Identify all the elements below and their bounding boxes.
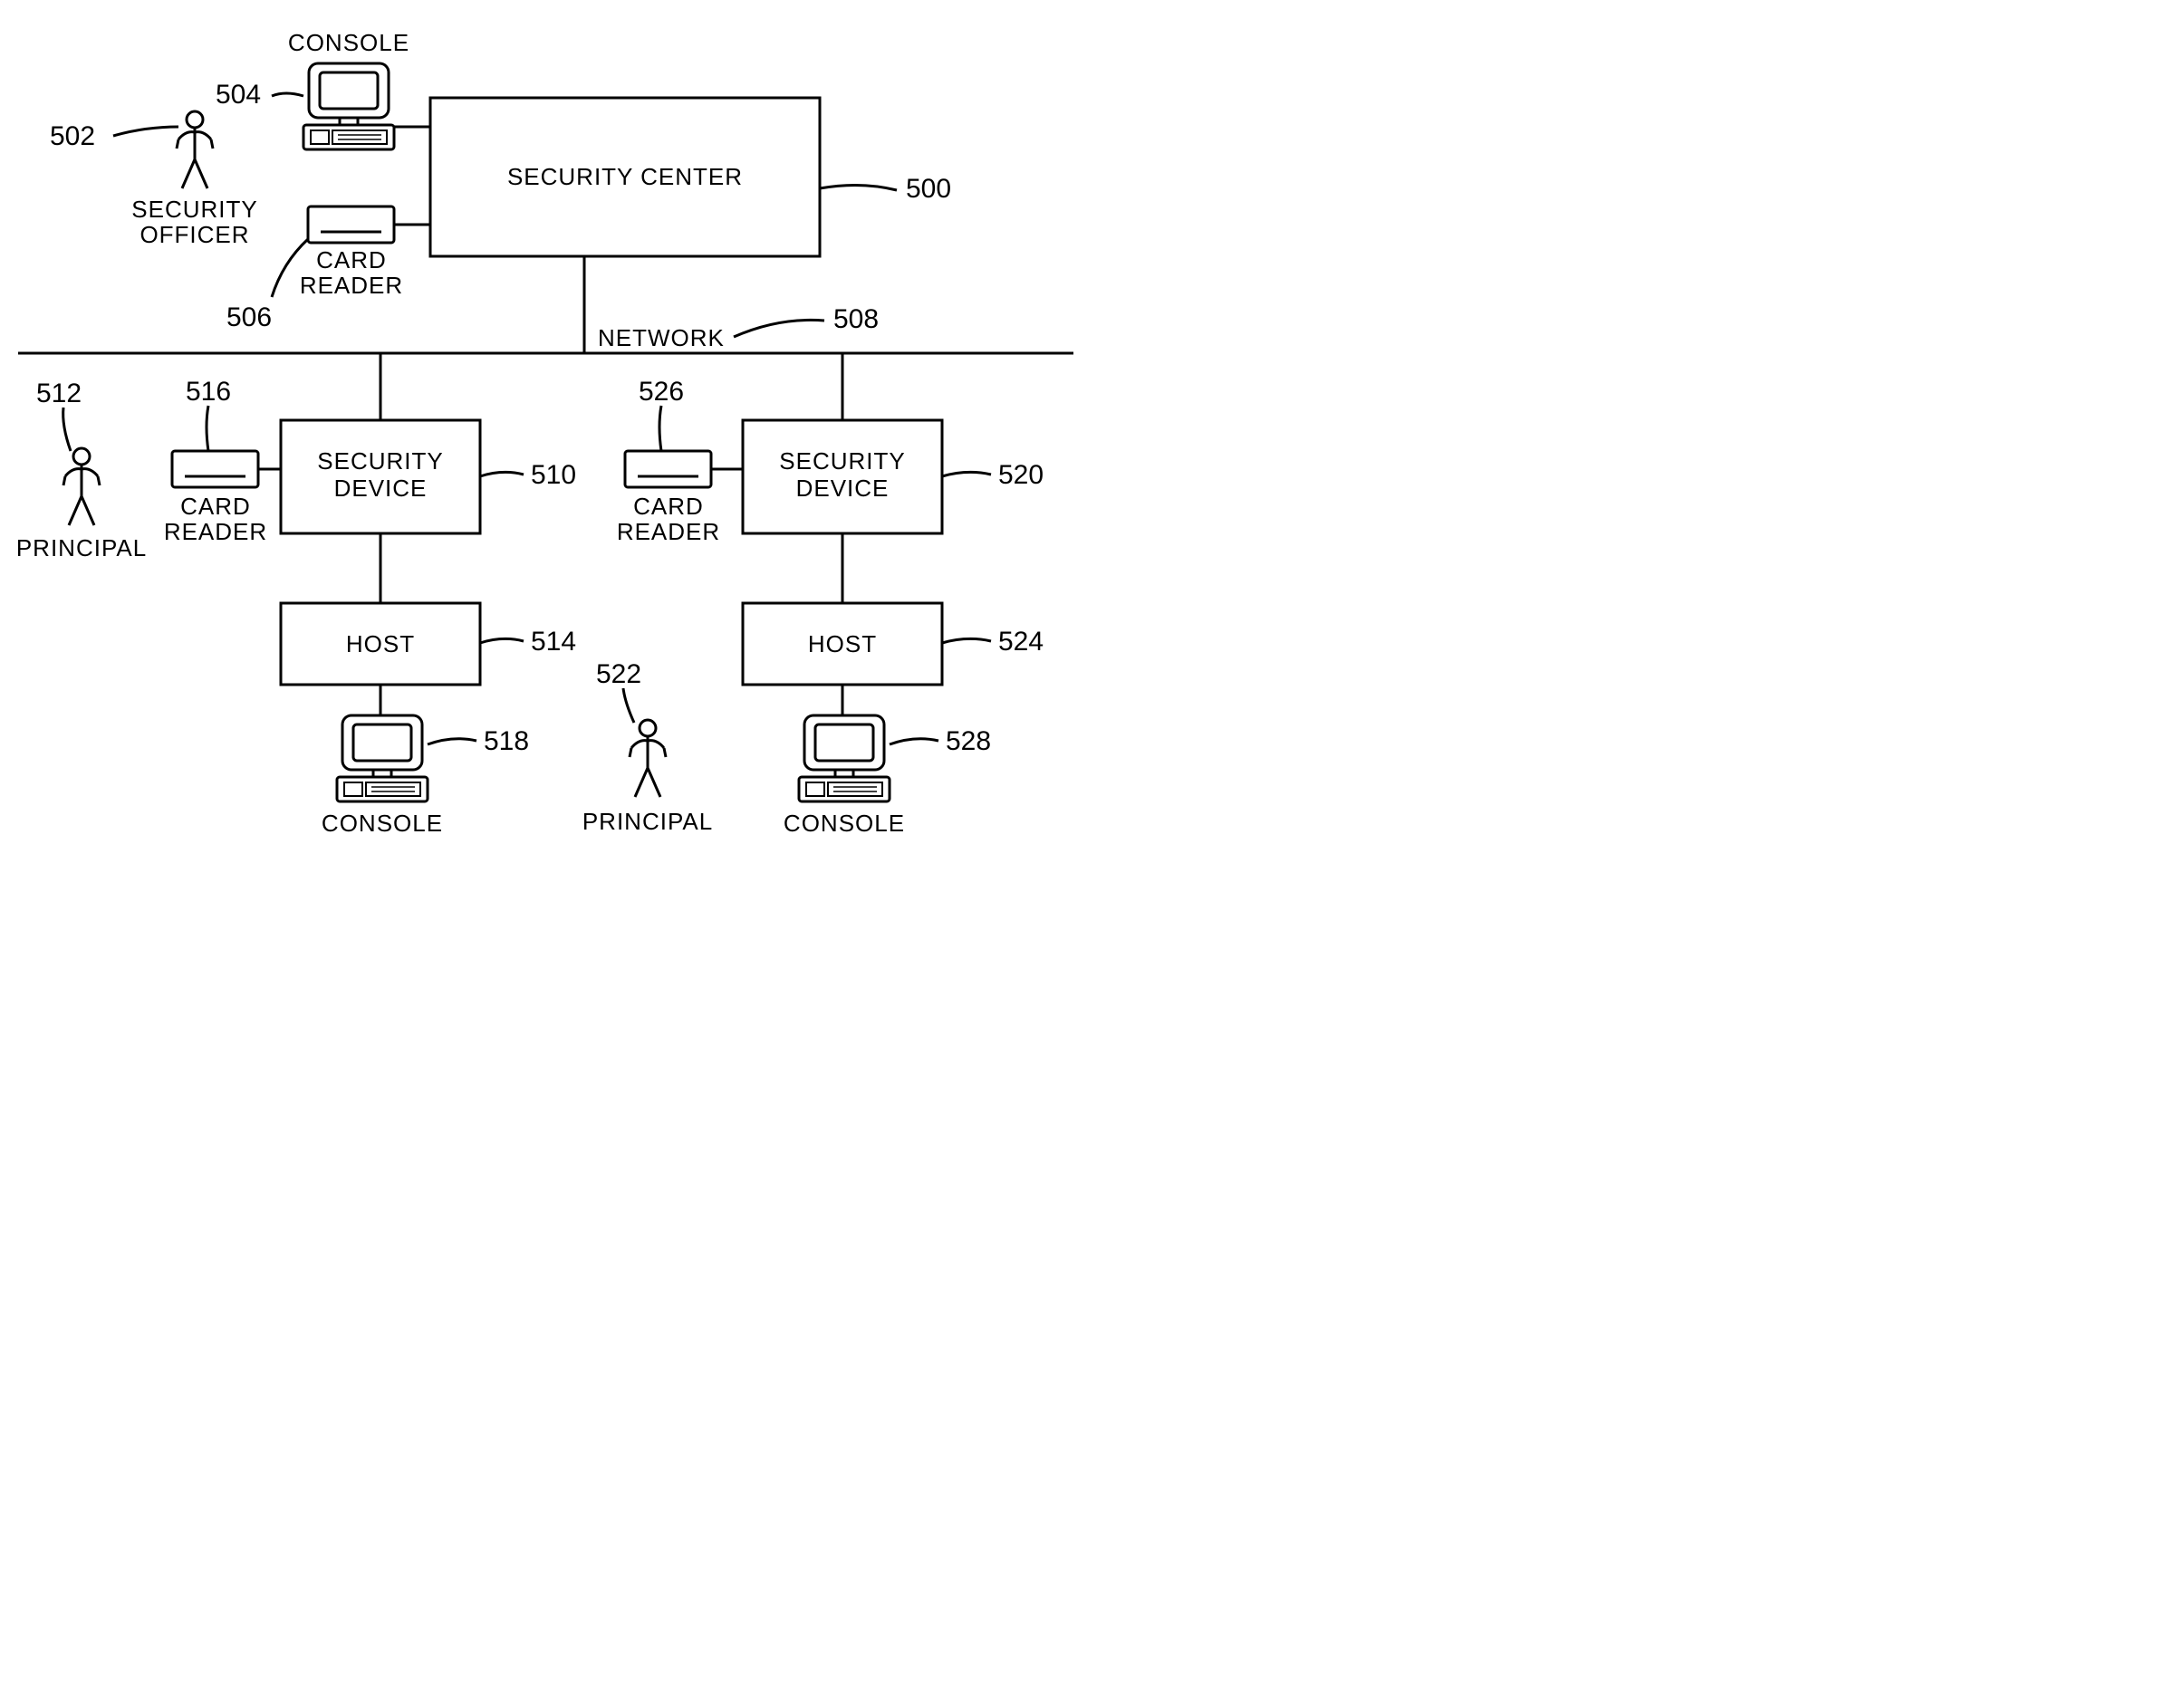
- principal-right-icon: [630, 720, 666, 797]
- console-top: [303, 63, 394, 149]
- lead-500: [820, 185, 897, 190]
- lead-528: [890, 739, 938, 744]
- sec-dev-left-label-2: DEVICE: [334, 475, 428, 502]
- lead-526: [659, 406, 661, 451]
- card-reader-left-label-1: CARD: [180, 493, 251, 520]
- console-top-label: CONSOLE: [288, 29, 409, 56]
- ref-510: 510: [531, 460, 576, 490]
- console-left-label: CONSOLE: [322, 810, 443, 837]
- card-reader-right-label-1: CARD: [633, 493, 704, 520]
- ref-516: 516: [186, 377, 231, 407]
- host-right-label: HOST: [808, 630, 877, 657]
- lead-524: [942, 638, 991, 643]
- lead-502: [113, 127, 178, 136]
- ref-526: 526: [639, 377, 684, 407]
- card-reader-top: [308, 206, 394, 243]
- lead-520: [942, 472, 991, 476]
- sec-dev-left-label-1: SECURITY: [317, 447, 443, 475]
- console-left: [337, 715, 428, 801]
- security-center-label: SECURITY CENTER: [507, 163, 743, 190]
- lead-512: [63, 408, 71, 451]
- ref-508: 508: [833, 304, 879, 334]
- ref-504: 504: [216, 80, 261, 110]
- card-reader-top-label-2: READER: [300, 272, 403, 299]
- lead-504: [272, 93, 303, 96]
- ref-514: 514: [531, 627, 576, 657]
- principal-left-icon: [63, 448, 100, 525]
- network-label: NETWORK: [598, 324, 725, 351]
- ref-520: 520: [998, 460, 1044, 490]
- lead-510: [480, 472, 524, 476]
- card-reader-right: [625, 451, 711, 487]
- principal-left-label: PRINCIPAL: [16, 534, 147, 561]
- lead-514: [480, 638, 524, 643]
- card-reader-left: [172, 451, 258, 487]
- host-left-label: HOST: [346, 630, 415, 657]
- lead-508: [734, 320, 824, 337]
- ref-528: 528: [946, 726, 991, 756]
- console-right-label: CONSOLE: [784, 810, 905, 837]
- ref-524: 524: [998, 627, 1044, 657]
- card-reader-right-label-2: READER: [617, 518, 720, 545]
- ref-500: 500: [906, 174, 951, 204]
- sec-dev-right-label-1: SECURITY: [779, 447, 905, 475]
- lead-516: [207, 406, 208, 451]
- ref-522: 522: [596, 659, 641, 689]
- principal-right-label: PRINCIPAL: [582, 808, 713, 835]
- ref-502: 502: [50, 121, 95, 151]
- ref-518: 518: [484, 726, 529, 756]
- security-officer-icon: [177, 111, 213, 188]
- ref-506: 506: [226, 302, 272, 332]
- console-right: [799, 715, 890, 801]
- security-officer-label-1: SECURITY: [131, 196, 257, 223]
- card-reader-top-label-1: CARD: [316, 246, 387, 273]
- sec-dev-right-label-2: DEVICE: [796, 475, 890, 502]
- ref-512: 512: [36, 379, 82, 408]
- lead-522: [623, 688, 634, 723]
- card-reader-left-label-2: READER: [164, 518, 267, 545]
- security-officer-label-2: OFFICER: [140, 221, 249, 248]
- lead-518: [428, 739, 476, 744]
